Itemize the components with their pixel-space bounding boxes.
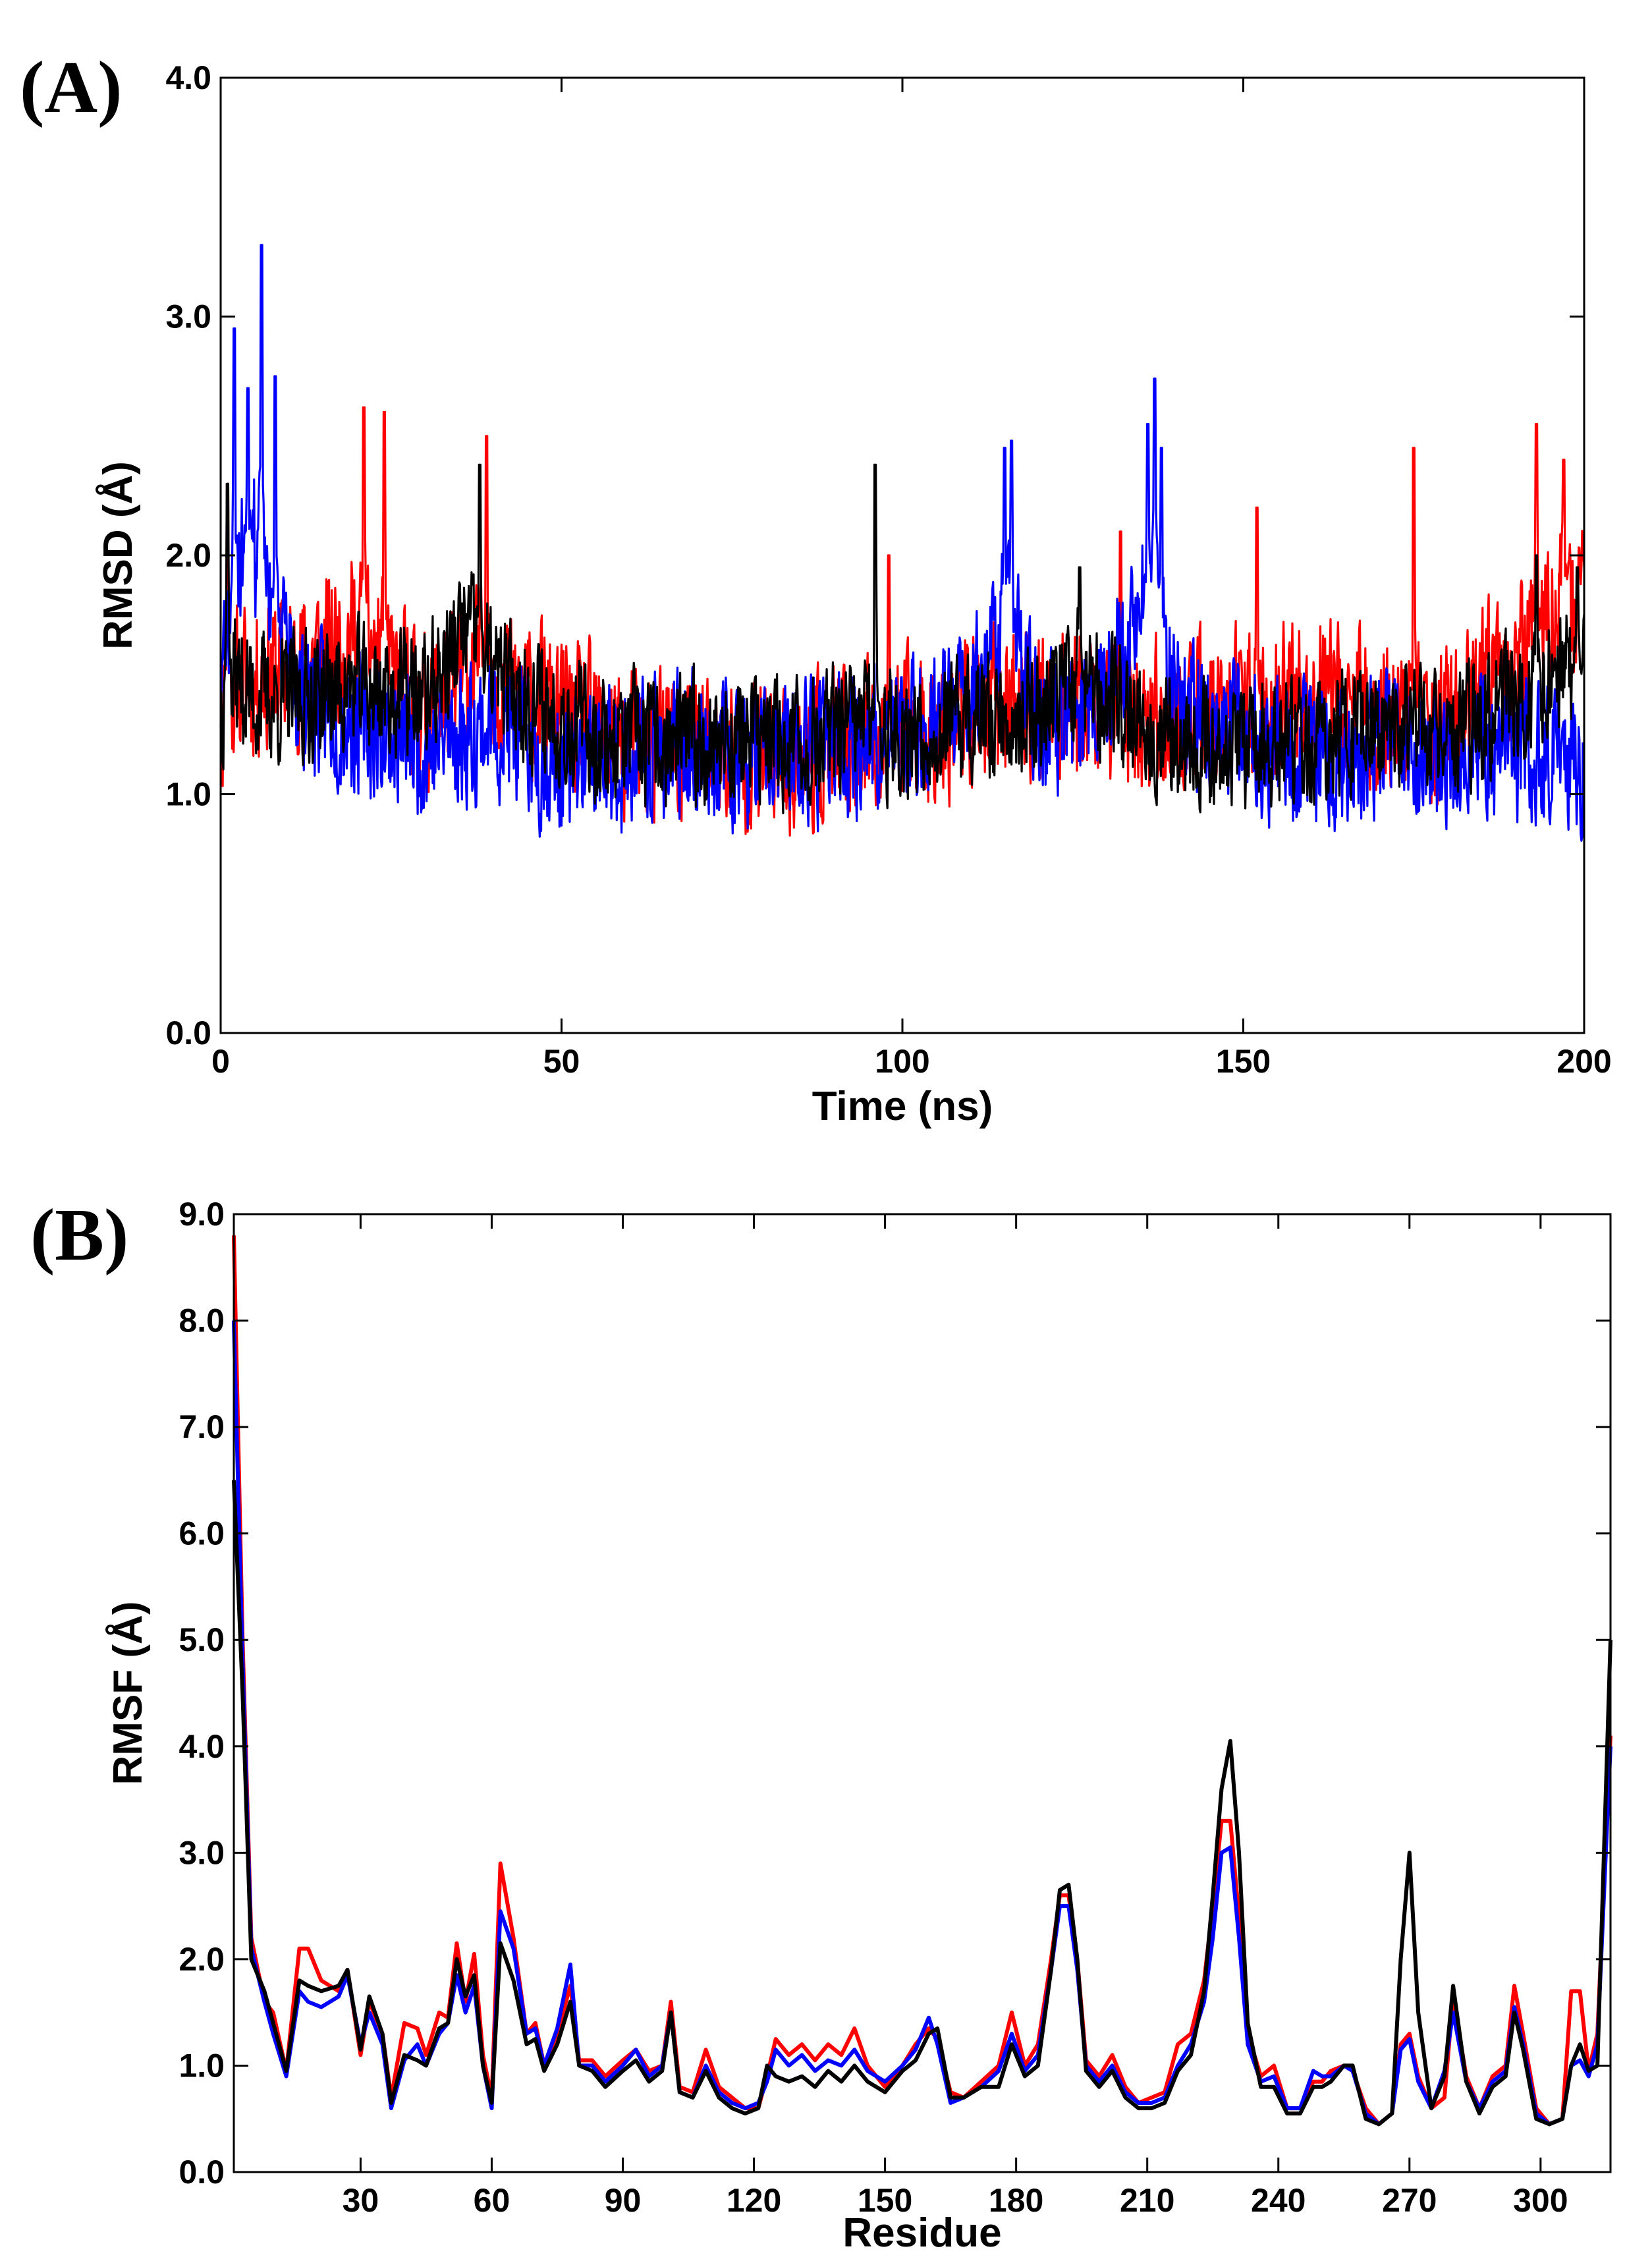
panel-b-series-red bbox=[232, 1235, 1612, 2127]
panel-b-x-axis-title: Residue bbox=[842, 2210, 1001, 2256]
panel-b-x-tick-label: 30 bbox=[343, 2182, 379, 2219]
panel-a-series-group bbox=[219, 244, 1585, 842]
panel-b-x-tick-label: 90 bbox=[605, 2182, 642, 2219]
panel-b-axis-ticks: 30 60 90 120 150 180 210 240 270 300 0.0 1.0 2.0 3.0 4… bbox=[179, 1196, 1611, 2219]
panel-a-y-tick-label: 2.0 bbox=[165, 537, 211, 574]
panel-b-x-tick-label: 180 bbox=[989, 2182, 1043, 2219]
panel-a-series-black bbox=[219, 463, 1585, 815]
panel-b-series-black bbox=[232, 1480, 1612, 2127]
panel-a-x-tick-label: 200 bbox=[1556, 1043, 1611, 1080]
panel-b-y-tick-label: 7.0 bbox=[179, 1409, 225, 1445]
panel-b-y-tick-label: 8.0 bbox=[179, 1302, 225, 1339]
panel-b-y-tick-label: 0.0 bbox=[179, 2154, 225, 2191]
panel-b-x-tick-label: 300 bbox=[1513, 2182, 1568, 2219]
panel-a-rmsd-chart: (A) 0 50 100 150 200 0.0 1.0 2.0 3.0 4.0 Time (ns… bbox=[20, 47, 1612, 1129]
panel-b-y-axis-title: RMSF (Å) bbox=[105, 1602, 151, 1785]
panel-b-label: (B) bbox=[30, 1194, 128, 1276]
panel-b-y-tick-label: 3.0 bbox=[179, 1834, 225, 1871]
panel-b-y-tick-label: 5.0 bbox=[179, 1621, 225, 1658]
panel-b-y-tick-label: 1.0 bbox=[179, 2047, 225, 2084]
panel-a-x-axis-title: Time (ns) bbox=[812, 1084, 993, 1129]
panel-a-label: (A) bbox=[20, 47, 122, 128]
panel-a-x-tick-label: 100 bbox=[875, 1043, 929, 1080]
panel-b-x-tick-label: 120 bbox=[727, 2182, 781, 2219]
panel-b-y-tick-label: 9.0 bbox=[179, 1196, 225, 1233]
panel-a-y-axis-title: RMSD (Å) bbox=[96, 461, 141, 650]
panel-b-y-tick-label: 6.0 bbox=[179, 1515, 225, 1552]
panel-a-y-tick-label: 0.0 bbox=[165, 1015, 211, 1051]
panel-b-x-tick-label: 210 bbox=[1120, 2182, 1174, 2219]
panel-b-rmsf-chart: (B) 30 60 90 120 150 180 210 240 270 300 0.0 1.0 2.0… bbox=[30, 1194, 1612, 2256]
panel-b-y-tick-label: 4.0 bbox=[179, 1728, 225, 1765]
panel-a-x-tick-label: 50 bbox=[543, 1043, 580, 1080]
panel-a-y-tick-label: 3.0 bbox=[165, 298, 211, 335]
panel-a-y-tick-label: 1.0 bbox=[165, 776, 211, 813]
panel-b-series-group bbox=[232, 1235, 1612, 2127]
panel-b-x-tick-label: 240 bbox=[1251, 2182, 1306, 2219]
panel-a-y-tick-label: 4.0 bbox=[165, 59, 211, 96]
panel-b-x-tick-label: 270 bbox=[1382, 2182, 1437, 2219]
panel-a-x-tick-label: 0 bbox=[211, 1043, 230, 1080]
panel-b-x-tick-label: 60 bbox=[474, 2182, 510, 2219]
panel-a-plot-frame bbox=[219, 76, 1585, 1034]
panel-b-y-tick-label: 2.0 bbox=[179, 1941, 225, 1978]
panel-b-plot-frame bbox=[233, 1213, 1612, 2173]
panel-a-x-tick-label: 150 bbox=[1216, 1043, 1271, 1080]
panel-b-series-blue bbox=[232, 1320, 1612, 2127]
panel-b-x-tick-label: 150 bbox=[858, 2182, 912, 2219]
panel-a-axis-ticks: 0 50 100 150 200 0.0 1.0 2.0 3.0 4.0 bbox=[165, 59, 1611, 1080]
